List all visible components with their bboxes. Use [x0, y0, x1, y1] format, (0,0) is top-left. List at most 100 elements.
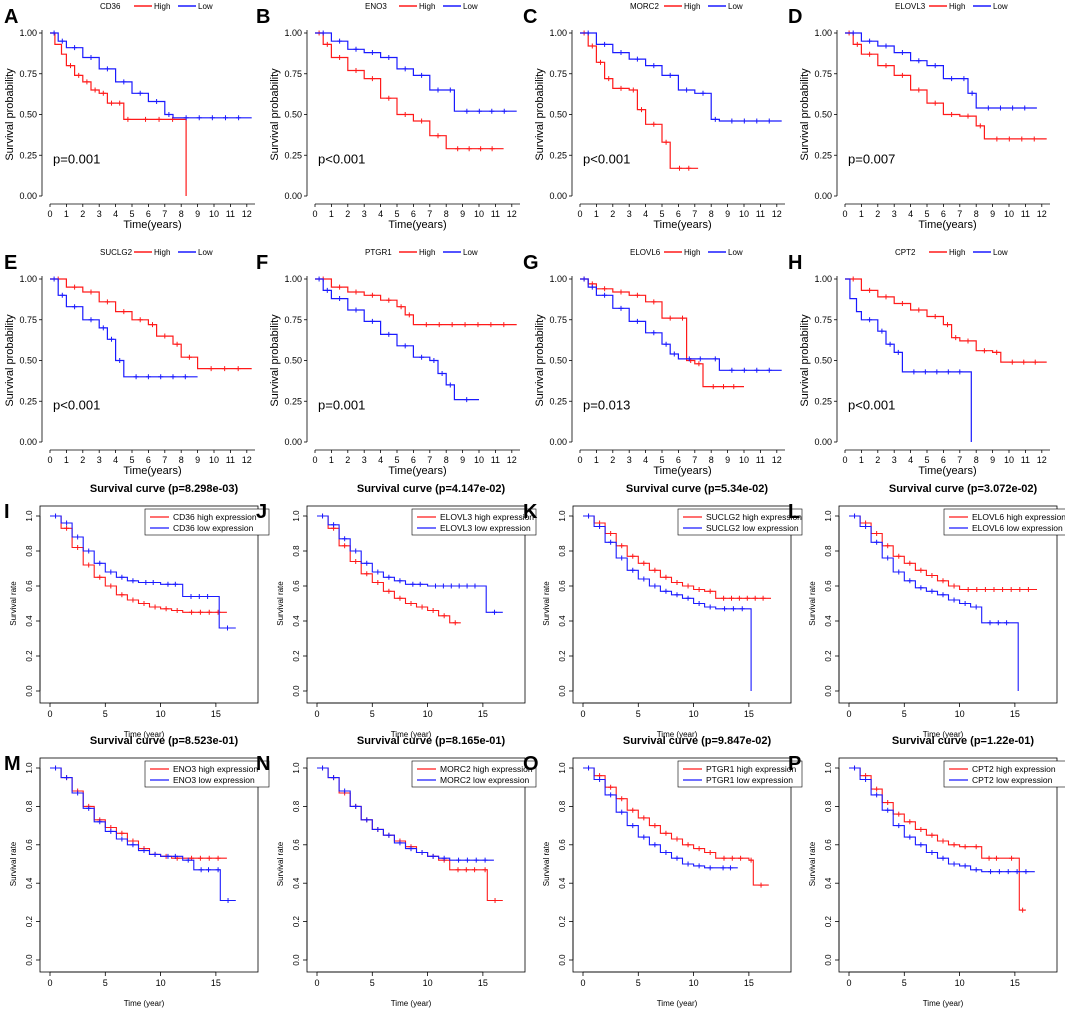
legend-high-label: ENO3 high expression — [173, 764, 258, 774]
censor-mark-high — [916, 87, 922, 93]
legend-high-label: High — [419, 248, 435, 257]
curve-low — [315, 32, 517, 112]
y-tick-label: 0.75 — [19, 315, 37, 325]
censor-mark-high — [452, 620, 458, 626]
x-tick-label: 0 — [312, 455, 317, 465]
panel-p: P Survival curve (p=1.22e-01) 0.0 0.2 0.4 0.6… — [788, 735, 1065, 1008]
p-value: p=0.001 — [318, 397, 365, 412]
censor-mark-low — [754, 367, 760, 373]
censor-mark-low — [196, 594, 202, 599]
censor-mark-low — [158, 374, 164, 380]
x-tick-label: 6 — [146, 455, 151, 465]
y-axis-label: Survival rate — [276, 841, 285, 886]
legend-low-label: Low — [198, 248, 213, 257]
panel-letter: O — [523, 753, 539, 775]
y-tick-label: 0.25 — [549, 396, 567, 406]
censor-mark-high — [88, 289, 94, 295]
censor-mark-low — [439, 371, 445, 377]
legend-box — [677, 760, 803, 788]
x-tick-label: 9 — [195, 209, 200, 219]
legend-high-label: ELOVL3 high expression — [440, 512, 534, 522]
censor-mark-low — [166, 112, 172, 117]
censor-mark-high — [619, 543, 625, 549]
censor-mark-low — [741, 118, 747, 124]
curve-low — [50, 515, 236, 629]
censor-mark-low — [331, 775, 337, 781]
censor-mark-low — [996, 869, 1002, 875]
censor-mark-high — [141, 601, 147, 606]
censor-mark-high — [1017, 587, 1023, 592]
censor-mark-high — [932, 100, 938, 106]
censor-mark-low — [663, 341, 669, 347]
censor-mark-low — [916, 58, 922, 64]
censor-mark-low — [316, 276, 322, 282]
censor-mark-high — [1021, 359, 1027, 365]
x-tick-label: 2 — [610, 455, 615, 465]
y-tick-label: 0.75 — [549, 315, 567, 325]
panel-letter: K — [523, 501, 538, 523]
y-tick-label: 0.0 — [292, 685, 301, 697]
censor-mark-high — [353, 559, 359, 564]
censor-mark-high — [462, 322, 468, 328]
panel-title: Survival curve (p=4.147e-02) — [357, 483, 506, 495]
censor-mark-high — [324, 41, 330, 47]
x-tick-label: 11 — [1021, 209, 1030, 219]
censor-mark-low — [185, 857, 191, 863]
x-tick-label: 15 — [478, 709, 488, 719]
x-axis-label: Time(years) — [918, 219, 976, 231]
x-tick-label: 8 — [974, 455, 979, 465]
censor-mark-high — [685, 583, 691, 589]
censor-mark-high — [455, 867, 461, 873]
censor-mark-high — [965, 587, 971, 592]
censor-mark-low — [410, 581, 416, 587]
censor-mark-low — [170, 374, 176, 380]
censor-mark-high — [986, 855, 992, 861]
x-tick-label: 12 — [1037, 455, 1047, 465]
curve-low — [845, 278, 972, 442]
y-axis-label: Survival probability — [534, 68, 546, 161]
censor-mark-low — [419, 849, 425, 855]
y-tick-label: 0.50 — [284, 356, 302, 366]
censor-mark-low — [353, 803, 359, 809]
censor-mark-high — [156, 116, 162, 122]
censor-mark-low — [369, 318, 375, 324]
legend-low-label: Low — [728, 2, 743, 11]
censor-mark-high — [386, 588, 392, 594]
censor-mark-low — [674, 855, 680, 861]
legend-gene: CD36 — [100, 2, 121, 11]
censor-mark-high — [197, 609, 203, 615]
censor-mark-low — [951, 597, 957, 603]
y-tick-label: 1.0 — [824, 762, 833, 774]
censor-mark-low — [324, 287, 330, 293]
censor-mark-high — [940, 838, 946, 844]
x-tick-label: 8 — [974, 209, 979, 219]
censor-mark-high — [680, 315, 685, 321]
y-tick-label: 0.25 — [19, 150, 37, 160]
censor-mark-high — [598, 59, 603, 65]
censor-mark-low — [88, 317, 94, 323]
censor-mark-low — [987, 620, 993, 626]
censor-mark-low — [320, 30, 326, 36]
curve-high — [50, 32, 187, 196]
x-tick-label: 10 — [739, 209, 749, 219]
censor-mark-low — [1010, 105, 1016, 111]
censor-mark-low — [59, 292, 65, 298]
y-tick-label: 0.8 — [25, 545, 34, 557]
censor-mark-low — [922, 369, 928, 375]
x-tick-label: 10 — [739, 455, 749, 465]
censor-mark-low — [686, 356, 692, 362]
censor-mark-low — [663, 588, 669, 594]
censor-mark-high — [64, 525, 70, 531]
y-tick-label: 1.00 — [814, 28, 832, 38]
censor-mark-high — [962, 844, 968, 850]
y-axis-label: Survival rate — [542, 581, 551, 626]
censor-mark-low — [949, 76, 955, 82]
x-tick-label: 5 — [370, 978, 375, 988]
curve-high — [845, 278, 1047, 363]
x-axis-label: Time (year) — [657, 999, 698, 1008]
censor-mark-low — [397, 840, 403, 846]
y-tick-label: 0.2 — [824, 650, 833, 662]
censor-mark-low — [597, 777, 603, 783]
x-tick-label: 1 — [594, 209, 599, 219]
censor-mark-low — [236, 115, 242, 121]
